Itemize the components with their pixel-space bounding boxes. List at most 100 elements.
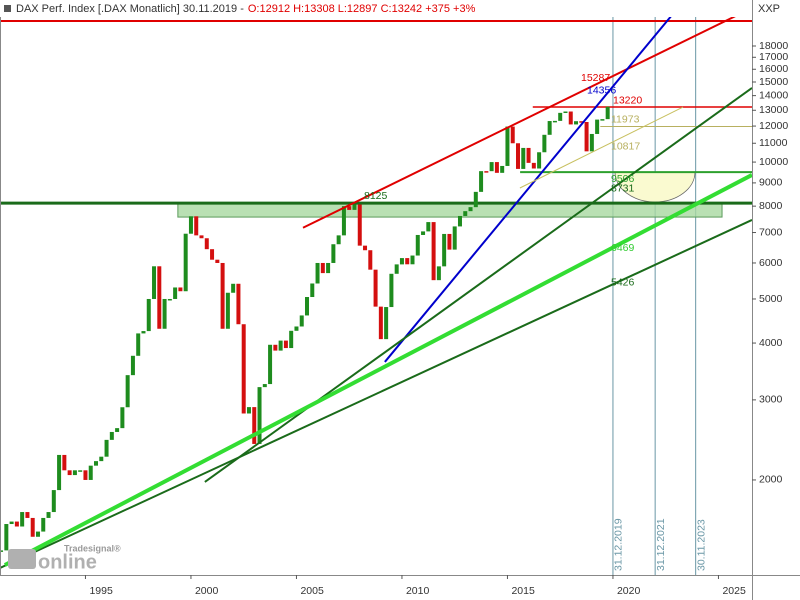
candle xyxy=(331,244,336,263)
logo-brand: Tradesignal® xyxy=(64,543,121,553)
candle xyxy=(35,531,40,537)
candle xyxy=(463,211,468,216)
candle xyxy=(326,262,331,274)
annotation: 8731 xyxy=(611,183,635,195)
candle xyxy=(104,439,109,457)
candle xyxy=(252,407,257,444)
plot-area: 31.12.2019 31.12.2021 30.11.2023 13220 11973… xyxy=(0,0,753,575)
trend-line xyxy=(519,106,684,189)
candle xyxy=(152,266,157,299)
candle xyxy=(563,111,568,114)
candle xyxy=(188,216,193,234)
y-tick-label: 17000 xyxy=(759,51,788,63)
candle xyxy=(352,204,357,210)
candle xyxy=(78,470,83,472)
candle xyxy=(246,407,251,414)
candle xyxy=(516,143,521,169)
candle xyxy=(109,431,114,440)
candle xyxy=(183,233,188,292)
candle xyxy=(294,326,299,331)
candle xyxy=(130,355,135,376)
trend-line xyxy=(384,13,674,363)
y-tick-label: 2000 xyxy=(759,474,783,486)
level-label: 8125 xyxy=(364,190,388,202)
x-tick-label: 2005 xyxy=(300,585,324,597)
y-tick-label: 6000 xyxy=(759,257,783,269)
logo-name: online xyxy=(38,551,97,573)
annotation: 6469 xyxy=(611,242,635,254)
candle xyxy=(167,298,172,301)
candle xyxy=(67,470,72,476)
candle xyxy=(521,147,526,169)
candle xyxy=(278,340,283,351)
candle xyxy=(547,121,552,135)
candle xyxy=(299,315,304,327)
header-ohlc: O:12912 H:13308 L:12897 C:13242 +375 +3% xyxy=(248,3,476,15)
candle xyxy=(368,250,373,270)
candle xyxy=(537,152,542,169)
candle xyxy=(415,234,420,256)
candle xyxy=(605,106,610,120)
candle xyxy=(394,264,399,274)
candle xyxy=(20,512,25,527)
candle xyxy=(505,126,510,166)
candle xyxy=(289,330,294,349)
candle xyxy=(500,165,505,173)
candle xyxy=(479,171,484,192)
x-tick-label: 1995 xyxy=(89,585,113,597)
candle xyxy=(141,331,146,334)
candle xyxy=(83,470,88,480)
candle xyxy=(99,456,104,462)
zone xyxy=(177,202,723,218)
y-tick-label: 11000 xyxy=(759,137,788,149)
y-tick-label: 13000 xyxy=(759,104,788,116)
candle xyxy=(410,255,415,265)
candle xyxy=(531,162,536,169)
x-tick-label: 2020 xyxy=(617,585,641,597)
x-tick-label: 2015 xyxy=(511,585,535,597)
marker-label: 30.11.2023 xyxy=(695,519,707,571)
candle xyxy=(305,297,310,316)
y-tick-label: 9000 xyxy=(759,177,783,189)
candle xyxy=(14,521,19,527)
candle xyxy=(51,490,56,513)
candle xyxy=(595,119,600,134)
trend-line xyxy=(204,87,753,483)
candle xyxy=(199,235,204,239)
candle xyxy=(231,283,236,293)
candle xyxy=(30,517,35,537)
candle xyxy=(473,191,478,208)
candle xyxy=(268,344,273,385)
candle xyxy=(542,134,547,153)
candle xyxy=(568,111,573,125)
y-tick-label: 12000 xyxy=(759,120,788,132)
candle xyxy=(57,454,62,491)
y-tick-label: 5000 xyxy=(759,293,783,305)
y-tick-label: 8000 xyxy=(759,200,783,212)
trend-line xyxy=(0,219,753,569)
level-label: 9506 xyxy=(611,173,635,185)
candle xyxy=(136,333,141,356)
candle xyxy=(194,216,199,236)
annotation: 15287 xyxy=(581,72,610,84)
candle xyxy=(46,512,51,518)
y-tick-label: 4000 xyxy=(759,337,783,349)
candle xyxy=(426,222,431,232)
marker-label: 31.12.2019 xyxy=(613,518,625,571)
candle xyxy=(526,147,531,163)
candle xyxy=(421,231,426,235)
candle xyxy=(347,206,352,210)
y-tick-label: 10000 xyxy=(759,156,788,168)
candle xyxy=(262,384,267,388)
candle xyxy=(389,273,394,308)
y-tick-label: 16000 xyxy=(759,63,788,75)
x-tick-label: 2010 xyxy=(406,585,430,597)
candle xyxy=(579,121,584,123)
candle xyxy=(584,122,589,152)
header-title: DAX Perf. Index [.DAX Monatlich] 30.11.2… xyxy=(16,3,244,15)
candle xyxy=(115,428,120,432)
header-icon xyxy=(4,5,11,12)
candle xyxy=(468,207,473,212)
candle xyxy=(384,307,389,340)
